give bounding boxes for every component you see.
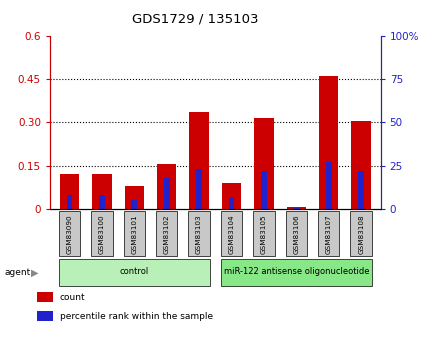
- Text: ▶: ▶: [31, 267, 39, 277]
- Bar: [37, 292, 53, 302]
- Text: GSM83108: GSM83108: [357, 214, 363, 254]
- Bar: [325, 162, 331, 209]
- Bar: [293, 208, 299, 209]
- Bar: [59, 211, 80, 256]
- Bar: [59, 174, 79, 209]
- Text: GSM83090: GSM83090: [66, 214, 72, 254]
- Bar: [188, 211, 209, 256]
- Text: GSM83100: GSM83100: [99, 214, 105, 254]
- Bar: [350, 211, 371, 256]
- Bar: [285, 211, 306, 256]
- Text: GSM83103: GSM83103: [196, 214, 202, 254]
- Bar: [123, 211, 145, 256]
- Text: agent: agent: [4, 268, 30, 277]
- Bar: [124, 186, 144, 209]
- Bar: [318, 77, 338, 209]
- Text: GSM83101: GSM83101: [131, 214, 137, 254]
- Bar: [66, 195, 72, 209]
- Text: GSM83104: GSM83104: [228, 214, 234, 254]
- Text: count: count: [59, 293, 85, 302]
- Text: percentile rank within the sample: percentile rank within the sample: [59, 312, 212, 321]
- Bar: [317, 211, 339, 256]
- Bar: [92, 174, 112, 209]
- Text: control: control: [119, 267, 148, 276]
- Bar: [220, 259, 371, 286]
- Bar: [131, 200, 137, 209]
- Bar: [164, 178, 169, 209]
- Text: GSM83106: GSM83106: [293, 214, 299, 254]
- Bar: [351, 121, 370, 209]
- Bar: [286, 207, 306, 209]
- Bar: [59, 259, 209, 286]
- Text: GSM83105: GSM83105: [260, 214, 266, 254]
- Bar: [157, 164, 176, 209]
- Text: GSM83107: GSM83107: [325, 214, 331, 254]
- Bar: [37, 311, 53, 321]
- Text: miR-122 antisense oligonucleotide: miR-122 antisense oligonucleotide: [223, 267, 368, 276]
- Bar: [91, 211, 112, 256]
- Bar: [253, 211, 274, 256]
- Bar: [99, 195, 105, 209]
- Bar: [196, 169, 201, 209]
- Bar: [358, 171, 363, 209]
- Bar: [260, 171, 266, 209]
- Bar: [156, 211, 177, 256]
- Bar: [220, 211, 242, 256]
- Bar: [253, 118, 273, 209]
- Bar: [189, 112, 208, 209]
- Bar: [228, 197, 234, 209]
- Text: GSM83102: GSM83102: [163, 214, 169, 254]
- Text: GDS1729 / 135103: GDS1729 / 135103: [132, 12, 258, 25]
- Bar: [221, 183, 241, 209]
